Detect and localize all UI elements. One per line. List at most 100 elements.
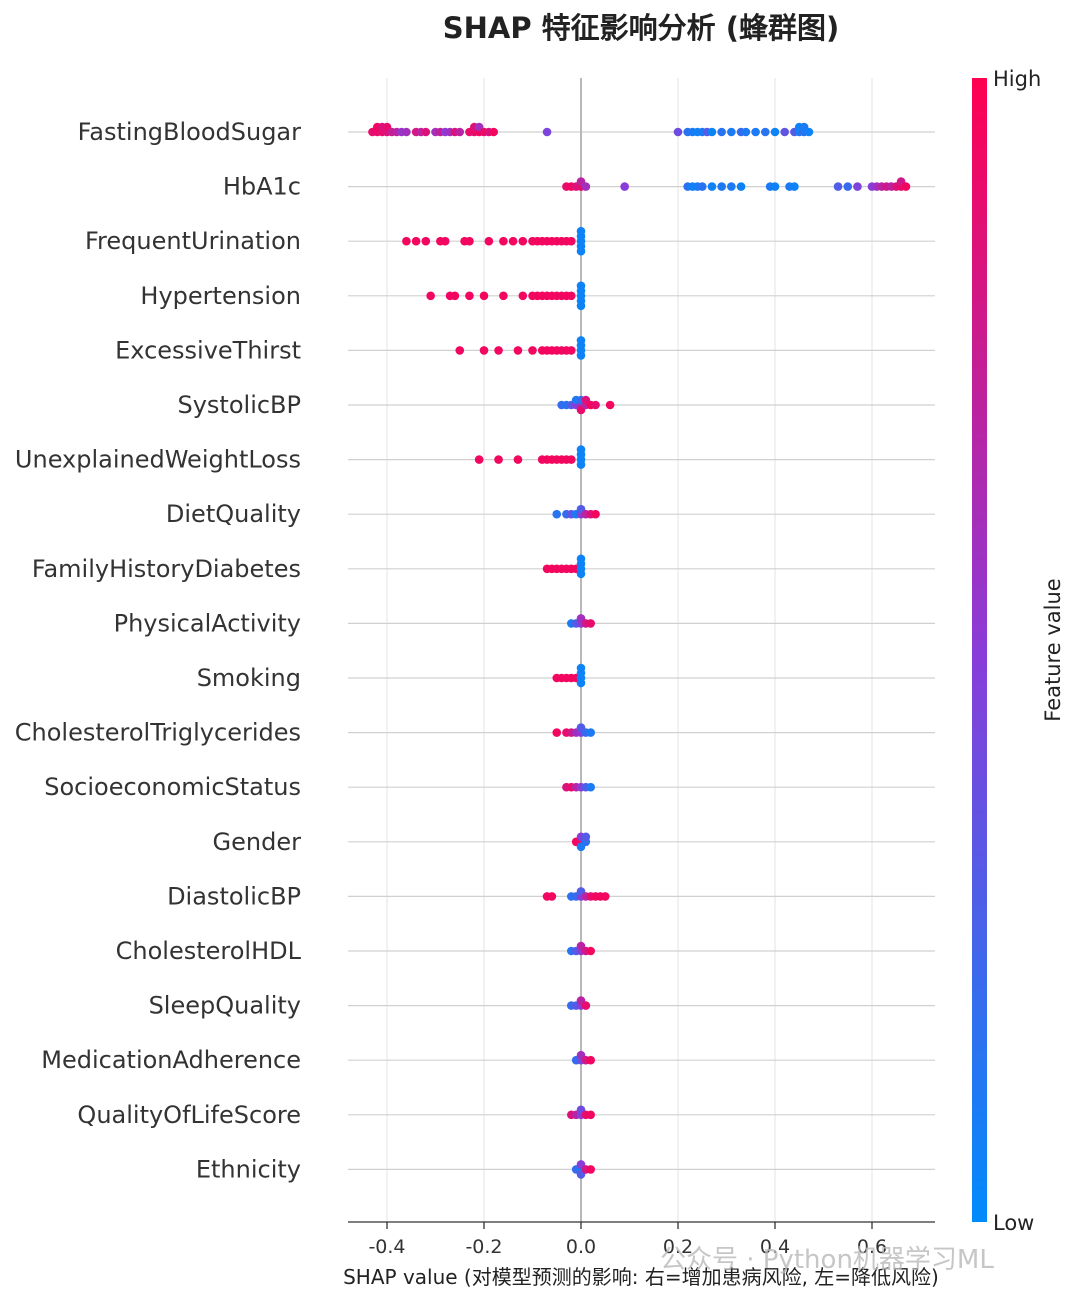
feature-label: UnexplainedWeightLoss	[15, 446, 301, 474]
shap-point	[751, 127, 760, 137]
shap-point	[508, 236, 518, 246]
shap-point	[465, 291, 474, 301]
feature-rows: FastingBloodSugar HbA1c FrequentUrination H…	[15, 118, 935, 1183]
feature-label: Ethnicity	[196, 1155, 301, 1183]
shap-point	[552, 509, 562, 519]
shap-point	[576, 663, 586, 673]
feature-label: FamilyHistoryDiabetes	[32, 555, 301, 583]
colorbar-high-label: High	[993, 67, 1041, 91]
shap-point	[761, 127, 770, 137]
shap-point	[901, 182, 911, 191]
shap-point	[770, 127, 780, 137]
shap-points	[368, 122, 911, 1179]
shap-point	[528, 346, 537, 355]
feature-label: DietQuality	[166, 500, 301, 528]
shap-point	[518, 291, 528, 301]
shap-point	[576, 460, 586, 469]
shap-point	[790, 182, 799, 191]
x-tick-label: 0.6	[857, 1236, 887, 1258]
shap-point	[843, 182, 853, 191]
feature-label: SocioeconomicStatus	[44, 773, 301, 801]
feature-label: MedicationAdherence	[41, 1046, 301, 1074]
shap-point	[576, 351, 586, 360]
x-tick-label: -0.4	[368, 1236, 405, 1258]
shap-point	[499, 236, 508, 246]
x-tick-label: -0.2	[465, 1236, 502, 1258]
shap-point	[567, 346, 576, 355]
shap-point	[494, 455, 503, 464]
shap-point	[780, 127, 789, 137]
shap-point	[727, 182, 736, 191]
shap-point	[567, 291, 576, 301]
feature-label: ExcessiveThirst	[115, 336, 301, 364]
feature-label: SystolicBP	[177, 391, 301, 419]
shap-point	[576, 678, 586, 688]
shap-point	[576, 569, 586, 579]
shap-point	[499, 291, 508, 301]
shap-point	[736, 182, 746, 191]
shap-point	[576, 226, 586, 236]
x-grid	[386, 78, 873, 1222]
shap-point	[586, 728, 595, 737]
shap-point	[770, 182, 780, 191]
feature-label: FastingBloodSugar	[78, 118, 301, 146]
shap-point	[586, 1165, 595, 1174]
shap-point	[421, 236, 431, 246]
shap-point	[513, 455, 523, 464]
shap-point	[697, 182, 707, 191]
shap-point	[465, 236, 474, 246]
chart-title: SHAP 特征影响分析 (蜂群图)	[443, 11, 840, 45]
shap-point	[474, 455, 484, 464]
feature-label: CholesterolHDL	[116, 937, 302, 965]
shap-point	[576, 554, 586, 564]
shap-point	[479, 346, 489, 355]
shap-point	[576, 445, 586, 454]
shap-point	[591, 400, 600, 410]
shap-point	[455, 346, 465, 355]
shap-point	[581, 832, 591, 842]
shap-point	[455, 127, 465, 137]
shap-point	[576, 246, 586, 256]
x-tick-label: 0.4	[760, 1236, 790, 1258]
shap-point	[605, 400, 615, 410]
x-axis: -0.4 -0.2 0.0 0.2 0.4 0.6	[348, 1221, 935, 1258]
shap-point	[586, 619, 595, 628]
feature-label: Gender	[213, 828, 302, 856]
x-tick-label: 0.2	[663, 1236, 693, 1258]
shap-point	[494, 346, 503, 355]
shap-point	[411, 236, 421, 246]
shap-point	[853, 182, 862, 191]
feature-label: HbA1c	[223, 173, 301, 201]
shap-point	[567, 455, 576, 464]
shap-point	[707, 127, 717, 137]
shap-point	[586, 1055, 595, 1065]
shap-point	[576, 281, 586, 291]
feature-label: Hypertension	[140, 282, 301, 310]
feature-label: SleepQuality	[149, 992, 301, 1020]
shap-point	[833, 182, 843, 191]
shap-point	[591, 509, 600, 519]
feature-label: FrequentUrination	[85, 227, 301, 255]
shap-point	[600, 892, 610, 901]
feature-label: QualityOfLifeScore	[77, 1101, 301, 1129]
colorbar-title: Feature value	[1041, 578, 1065, 721]
shap-point	[741, 127, 751, 137]
shap-point	[576, 336, 586, 345]
shap-point	[586, 782, 595, 792]
shap-point	[402, 236, 411, 246]
shap-point	[542, 127, 552, 137]
feature-label: PhysicalActivity	[114, 609, 301, 637]
shap-point	[581, 182, 591, 191]
shap-point	[717, 182, 726, 191]
shap-point	[804, 127, 814, 137]
feature-label: Smoking	[197, 664, 301, 692]
shap-point	[518, 236, 528, 246]
shap-point	[484, 236, 494, 246]
shap-point	[567, 236, 576, 246]
shap-point	[586, 1110, 595, 1120]
watermark-text: 公众号 · Python机器学习ML	[660, 1245, 994, 1275]
shap-point	[513, 346, 523, 355]
shap-point	[426, 291, 435, 301]
shap-point	[581, 1001, 591, 1010]
